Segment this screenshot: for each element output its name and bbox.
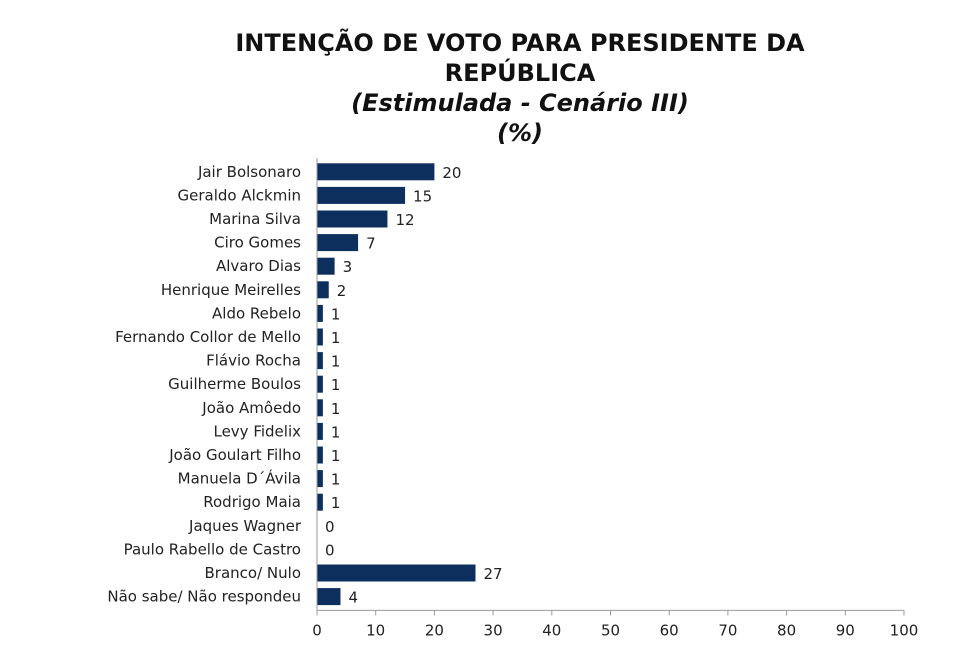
- category-label: Branco/ Nulo: [205, 564, 301, 582]
- data-label: 20: [442, 164, 461, 182]
- data-label: 4: [348, 589, 358, 607]
- category-label: Jaques Wagner: [188, 517, 302, 535]
- data-label: 27: [483, 565, 502, 583]
- bar: [317, 186, 406, 204]
- category-label: Ciro Gomes: [214, 234, 301, 252]
- data-label: 3: [343, 258, 353, 276]
- x-tick-label: 0: [312, 621, 322, 639]
- x-tick-label: 40: [542, 621, 561, 639]
- category-label: João Amôedo: [201, 399, 301, 417]
- x-tick-label: 100: [890, 621, 919, 639]
- bar: [317, 304, 323, 322]
- x-tick-label: 90: [836, 621, 855, 639]
- category-label: Alvaro Dias: [216, 257, 301, 275]
- x-tick-label: 20: [425, 621, 444, 639]
- category-label: Aldo Rebelo: [212, 304, 301, 322]
- x-tick-label: 60: [660, 621, 679, 639]
- bar: [317, 163, 435, 181]
- category-label: Paulo Rabello de Castro: [124, 540, 301, 558]
- category-label: Não sabe/ Não respondeu: [107, 588, 301, 606]
- data-label: 1: [331, 305, 341, 323]
- bar: [317, 257, 335, 275]
- chart-subtitle-line-1: (Estimulada - Cenário III): [351, 89, 689, 117]
- data-label: 1: [331, 400, 341, 418]
- chart-subtitle-line-2: (%): [497, 119, 543, 147]
- category-label: Levy Fidelix: [213, 422, 301, 440]
- bar: [317, 328, 323, 346]
- data-label: 0: [325, 541, 335, 559]
- bar: [317, 281, 329, 299]
- chart-title-line-1: INTENÇÃO DE VOTO PARA PRESIDENTE DA: [235, 29, 805, 57]
- chart-title-block: INTENÇÃO DE VOTO PARA PRESIDENTE DA REPÚ…: [160, 28, 880, 148]
- data-label: 1: [331, 494, 341, 512]
- x-tick-label: 70: [718, 621, 737, 639]
- data-label: 1: [331, 423, 341, 441]
- data-label: 12: [395, 211, 414, 229]
- bar: [317, 234, 359, 252]
- category-label: Flávio Rocha: [206, 352, 301, 370]
- bar: [317, 210, 388, 228]
- category-label: Rodrigo Maia: [203, 493, 301, 511]
- category-label: Marina Silva: [209, 210, 301, 228]
- bar: [317, 470, 323, 488]
- bar: [317, 446, 323, 464]
- bar: [317, 422, 323, 440]
- category-label: Guilherme Boulos: [168, 375, 301, 393]
- chart-title-line-2: REPÚBLICA: [444, 59, 596, 87]
- data-label: 1: [331, 353, 341, 371]
- x-tick-label: 80: [777, 621, 796, 639]
- category-label: Jair Bolsonaro: [197, 163, 301, 181]
- bar: [317, 399, 323, 417]
- data-label: 1: [331, 376, 341, 394]
- category-label: Geraldo Alckmin: [178, 186, 302, 204]
- category-label: Manuela D´Ávila: [178, 469, 301, 488]
- x-tick-label: 30: [484, 621, 503, 639]
- data-label: 0: [325, 518, 335, 536]
- data-label: 7: [366, 235, 376, 253]
- bar: [317, 493, 323, 511]
- data-label: 1: [331, 447, 341, 465]
- category-label: Fernando Collor de Mello: [115, 328, 301, 346]
- data-label: 2: [337, 282, 347, 300]
- category-label: João Goulart Filho: [168, 446, 301, 464]
- category-label: Henrique Meirelles: [161, 281, 301, 299]
- bar: [317, 352, 323, 370]
- x-tick-label: 50: [601, 621, 620, 639]
- data-label: 1: [331, 471, 341, 489]
- data-label: 1: [331, 329, 341, 347]
- bar: [317, 375, 323, 393]
- bar: [317, 564, 476, 582]
- bar: [317, 588, 341, 606]
- x-tick-label: 10: [366, 621, 385, 639]
- data-label: 15: [413, 187, 432, 205]
